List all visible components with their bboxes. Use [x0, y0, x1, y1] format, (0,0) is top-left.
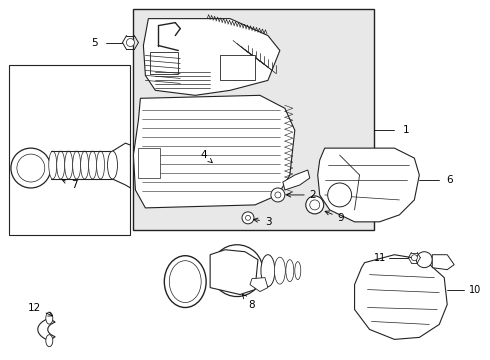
Polygon shape — [113, 143, 130, 188]
Ellipse shape — [107, 151, 118, 179]
Polygon shape — [38, 318, 55, 341]
Circle shape — [211, 245, 263, 297]
Circle shape — [126, 39, 134, 46]
Text: 6: 6 — [446, 175, 453, 185]
Ellipse shape — [81, 151, 89, 179]
Circle shape — [17, 154, 45, 182]
Text: 8: 8 — [243, 294, 255, 310]
Ellipse shape — [89, 151, 97, 179]
Circle shape — [416, 252, 432, 268]
Bar — [220, 55, 255, 80]
Text: 7: 7 — [62, 179, 77, 190]
Circle shape — [275, 192, 281, 198]
Ellipse shape — [65, 151, 73, 179]
Ellipse shape — [261, 255, 275, 287]
Circle shape — [310, 200, 319, 210]
Text: 9: 9 — [325, 211, 344, 223]
Ellipse shape — [169, 261, 201, 302]
Polygon shape — [283, 170, 310, 190]
Ellipse shape — [46, 335, 53, 347]
Text: 12: 12 — [27, 302, 52, 316]
Polygon shape — [355, 255, 447, 339]
Text: 3: 3 — [254, 217, 271, 227]
Circle shape — [306, 196, 324, 214]
Bar — [9, 66, 130, 235]
Circle shape — [11, 148, 51, 188]
Circle shape — [228, 262, 246, 280]
Ellipse shape — [73, 151, 81, 179]
Circle shape — [242, 212, 254, 224]
Ellipse shape — [46, 312, 53, 324]
Ellipse shape — [286, 260, 294, 282]
Bar — [133, 9, 374, 230]
Circle shape — [412, 255, 417, 261]
Circle shape — [271, 188, 285, 202]
Ellipse shape — [295, 262, 301, 280]
Polygon shape — [432, 255, 454, 270]
Text: 1: 1 — [402, 125, 409, 135]
Polygon shape — [250, 278, 268, 292]
Polygon shape — [133, 95, 295, 208]
Bar — [51, 151, 111, 179]
Circle shape — [219, 253, 255, 289]
Text: 2: 2 — [287, 190, 317, 200]
Circle shape — [328, 183, 352, 207]
Ellipse shape — [97, 151, 104, 179]
Polygon shape — [144, 19, 280, 95]
Text: 10: 10 — [469, 284, 481, 294]
Bar — [138, 148, 160, 178]
Ellipse shape — [274, 257, 285, 284]
Text: 11: 11 — [374, 253, 387, 263]
Text: 4: 4 — [200, 150, 212, 163]
Bar — [150, 53, 178, 75]
Polygon shape — [210, 250, 258, 294]
Circle shape — [245, 215, 250, 220]
Text: 5: 5 — [91, 37, 98, 48]
Polygon shape — [318, 148, 419, 222]
Ellipse shape — [49, 151, 57, 179]
Ellipse shape — [57, 151, 65, 179]
Ellipse shape — [164, 256, 206, 307]
